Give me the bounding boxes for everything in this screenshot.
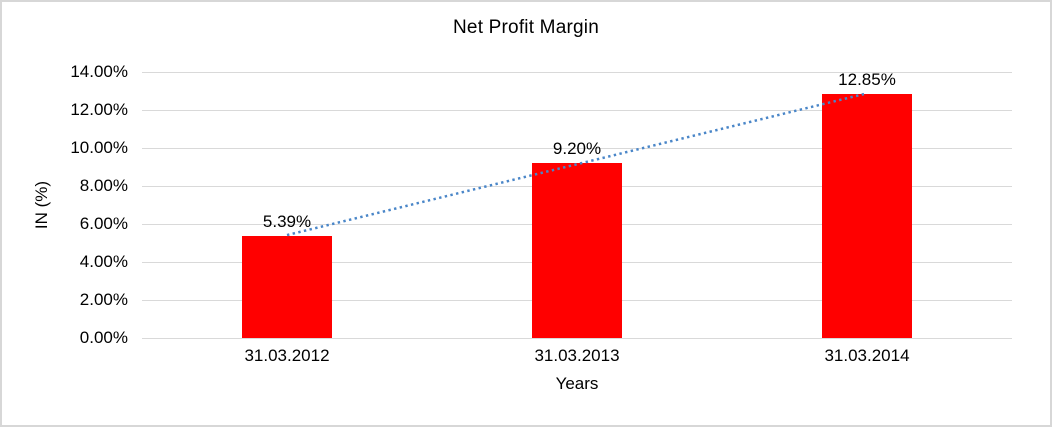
bar-31.03.2014	[822, 93, 912, 338]
bar-data-label: 9.20%	[552, 139, 602, 159]
y-tick-label: 0.00%	[79, 328, 128, 347]
y-tick-label: 12.00%	[70, 100, 128, 119]
bar-31.03.2013	[532, 163, 622, 338]
y-tick-label: 2.00%	[79, 290, 128, 309]
bar-data-label: 12.85%	[838, 69, 896, 89]
x-tick-label: 31.03.2012	[244, 346, 330, 365]
y-tick-label: 14.00%	[70, 62, 128, 81]
bar-31.03.2012	[242, 235, 332, 338]
y-tick-label: 10.00%	[70, 138, 128, 157]
chart-title: Net Profit Margin	[453, 17, 599, 38]
x-axis-title: Years	[555, 374, 599, 393]
plot-area: 5.39% 9.20% 12.85%	[142, 69, 1012, 339]
y-tick-label: 6.00%	[79, 214, 128, 233]
x-tick-label: 31.03.2013	[534, 346, 620, 365]
x-tick-label: 31.03.2014	[824, 346, 910, 365]
bar-data-label: 5.39%	[262, 211, 312, 231]
y-tick-label: 8.00%	[79, 176, 128, 195]
y-tick-label: 4.00%	[79, 252, 128, 271]
gridline	[142, 71, 1012, 73]
gridline	[142, 337, 1012, 339]
